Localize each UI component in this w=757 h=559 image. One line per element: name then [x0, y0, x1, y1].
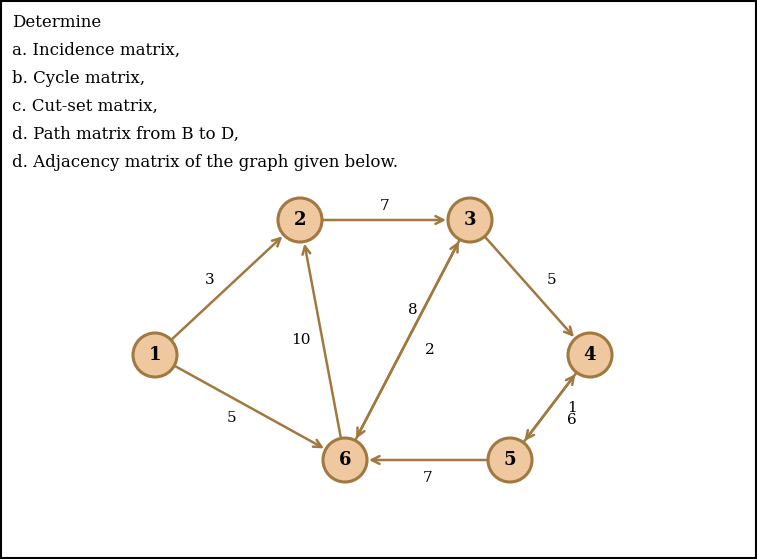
Text: b. Cycle matrix,: b. Cycle matrix,	[12, 70, 145, 87]
Text: 7: 7	[422, 471, 432, 485]
Text: a. Incidence matrix,: a. Incidence matrix,	[12, 42, 180, 59]
Text: 8: 8	[408, 303, 417, 317]
Text: 5: 5	[227, 410, 237, 424]
Text: 2: 2	[425, 343, 435, 357]
Circle shape	[133, 333, 177, 377]
Text: 6: 6	[567, 413, 577, 427]
Text: 3: 3	[464, 211, 476, 229]
Text: c. Cut-set matrix,: c. Cut-set matrix,	[12, 98, 158, 115]
Text: 7: 7	[380, 199, 390, 213]
Circle shape	[448, 198, 492, 242]
Text: 2: 2	[294, 211, 307, 229]
Circle shape	[323, 438, 367, 482]
Text: 10: 10	[291, 333, 310, 347]
Text: 5: 5	[547, 272, 557, 287]
Text: Determine: Determine	[12, 14, 101, 31]
Circle shape	[488, 438, 532, 482]
Text: d. Adjacency matrix of the graph given below.: d. Adjacency matrix of the graph given b…	[12, 154, 398, 171]
Circle shape	[568, 333, 612, 377]
Text: 1: 1	[148, 346, 161, 364]
Text: 1: 1	[567, 400, 577, 415]
Text: 6: 6	[338, 451, 351, 469]
Circle shape	[278, 198, 322, 242]
Text: 5: 5	[503, 451, 516, 469]
Text: d. Path matrix from B to D,: d. Path matrix from B to D,	[12, 126, 239, 143]
Text: 3: 3	[204, 272, 214, 287]
Text: 4: 4	[584, 346, 597, 364]
